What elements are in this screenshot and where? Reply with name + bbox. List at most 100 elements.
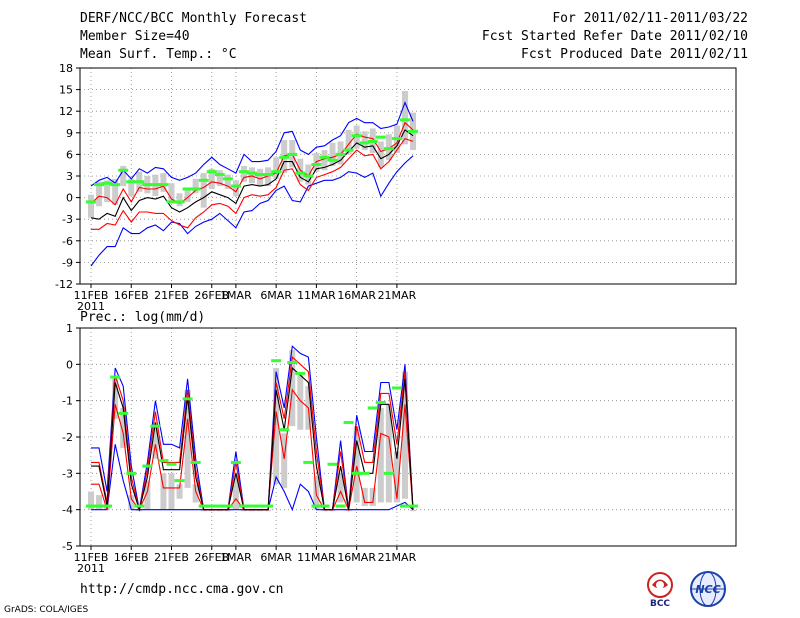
ncc-globe-icon: NCC bbox=[690, 571, 726, 607]
bcc-logo-text: BCC bbox=[650, 599, 670, 608]
precip-xtick-label: 6MAR bbox=[260, 551, 292, 564]
temp-ensemble-box bbox=[192, 178, 199, 194]
temp-year-label: 2011 bbox=[77, 300, 105, 313]
precip-plot-frame bbox=[79, 327, 737, 547]
precip-ensemble-box bbox=[410, 509, 416, 512]
temp-ensemble-box bbox=[200, 173, 207, 208]
precip-ensemble-box bbox=[273, 367, 280, 485]
temp-ensemble-box bbox=[377, 141, 384, 168]
precip-ytick-label: -2 bbox=[62, 431, 73, 444]
temp-ensemble-box bbox=[160, 173, 167, 192]
precip-ensemble-box bbox=[249, 509, 255, 512]
temp-ensemble-box bbox=[329, 142, 336, 166]
temp-ensemble-box bbox=[112, 178, 119, 205]
temp-xtick-label: 11MAR bbox=[297, 289, 336, 302]
precip-ytick-label: -1 bbox=[62, 395, 73, 408]
bcc-logo: BCC bbox=[640, 570, 680, 609]
temp-min-line bbox=[90, 101, 414, 187]
precip-ensemble-box bbox=[289, 349, 296, 427]
precip-ensemble-box bbox=[297, 375, 304, 430]
precip-ensemble-box bbox=[401, 371, 408, 499]
temp-ytick-label: 12 bbox=[59, 105, 73, 118]
temp-ensemble-box bbox=[249, 167, 255, 184]
temp-ensemble-box bbox=[321, 150, 328, 171]
precip-ensemble-box bbox=[385, 404, 392, 503]
temp-ytick-label: 18 bbox=[59, 62, 73, 75]
forecast-period: For 2011/02/11-2011/03/22 bbox=[552, 11, 748, 26]
temp-ytick-label: -6 bbox=[62, 235, 73, 248]
temp-ytick-label: 3 bbox=[66, 170, 73, 183]
precip-ensemble-box bbox=[168, 473, 175, 510]
temp-ensemble-box bbox=[232, 180, 239, 197]
temp-ensemble-box bbox=[265, 167, 272, 187]
precip-ensemble-box bbox=[329, 509, 336, 512]
temp-xtick-label: 26FEB bbox=[194, 289, 229, 302]
chart-title: DERF/NCC/BCC Monthly Forecast bbox=[80, 11, 307, 26]
precip-ensemble-box bbox=[88, 491, 94, 510]
precip-ensemble-box bbox=[257, 509, 264, 512]
temp-ensemble-box bbox=[120, 165, 127, 187]
precip-ensemble-box bbox=[353, 426, 360, 503]
temp-ensemble-box bbox=[168, 183, 175, 201]
precip-ensemble-box bbox=[96, 495, 103, 510]
source-url[interactable]: http://cmdp.ncc.cma.gov.cn bbox=[80, 582, 284, 597]
precip-xtick-label: 21MAR bbox=[378, 551, 417, 564]
precip-ensemble-box bbox=[216, 509, 223, 512]
temp-ensemble-box bbox=[361, 131, 368, 151]
precip-ensemble-box bbox=[200, 509, 207, 512]
temp-ensemble-box bbox=[184, 188, 191, 202]
member-size: Member Size=40 bbox=[80, 29, 190, 44]
precip-ytick-label: -3 bbox=[62, 467, 73, 480]
precip-xtick-label: 16FEB bbox=[114, 551, 149, 564]
precip-ensemble-box bbox=[232, 473, 239, 510]
precip-ensemble-box bbox=[144, 480, 151, 510]
precip-xtick-label: 16MAR bbox=[337, 551, 376, 564]
precip-ensemble-box bbox=[224, 509, 231, 512]
temp-xtick-label: 21MAR bbox=[378, 289, 417, 302]
temp-ytick-label: -3 bbox=[62, 213, 73, 226]
temp-ensemble-box bbox=[257, 168, 264, 187]
temp-ensemble-box bbox=[208, 168, 215, 189]
precip-ensemble-box bbox=[281, 433, 288, 488]
precip-ensemble-box bbox=[184, 389, 191, 488]
precip-ensemble-box bbox=[240, 509, 247, 512]
temp-xtick-label: 16MAR bbox=[337, 289, 376, 302]
precip-year-label: 2011 bbox=[77, 562, 105, 575]
precip-xtick-label: 21FEB bbox=[154, 551, 189, 564]
precip-ensemble-box bbox=[160, 473, 167, 510]
temp-ensemble-box bbox=[104, 180, 111, 202]
precip-panel-label: Prec.: log(mm/d) bbox=[80, 310, 206, 325]
precip-xtick-label: 1MAR bbox=[220, 551, 252, 564]
precip-ensemble-box bbox=[128, 495, 135, 510]
temp-xtick-label: 16FEB bbox=[114, 289, 149, 302]
temp-xtick-label: 1MAR bbox=[220, 289, 252, 302]
temp-ytick-label: 9 bbox=[66, 127, 73, 140]
temp-ensemble-box bbox=[345, 129, 352, 155]
precip-ensemble-box bbox=[321, 509, 328, 512]
precip-xtick-label: 11MAR bbox=[297, 551, 336, 564]
precip-ensemble-box bbox=[361, 487, 368, 507]
precip-ensemble-box bbox=[393, 451, 400, 503]
precip-ensemble-box bbox=[176, 484, 183, 499]
forecast-produced-date: Fcst Produced Date 2011/02/11 bbox=[521, 47, 748, 62]
precip-ytick-label: -4 bbox=[62, 504, 73, 517]
precip-mean-line bbox=[91, 366, 414, 512]
temp-ensemble-box bbox=[216, 170, 223, 187]
precip-upper-line bbox=[91, 355, 414, 511]
temp-ytick-label: -12 bbox=[55, 278, 73, 291]
precip-ensemble-box bbox=[152, 422, 159, 459]
temp-ytick-label: 0 bbox=[66, 192, 73, 205]
temp-xtick-label: 11FEB bbox=[74, 289, 109, 302]
forecast-started-date: Fcst Started Refer Date 2011/02/10 bbox=[481, 29, 748, 44]
precip-ensemble-box bbox=[377, 407, 384, 503]
temp-ensemble-box bbox=[96, 181, 103, 207]
temp-xtick-label: 6MAR bbox=[260, 289, 292, 302]
temp-mean-line bbox=[90, 129, 414, 220]
temp-ensemble-box bbox=[88, 194, 94, 218]
ncc-logo-text: NCC bbox=[695, 583, 720, 596]
temp-xtick-label: 21FEB bbox=[154, 289, 189, 302]
precip-ensemble-box bbox=[369, 487, 376, 507]
precip-ytick-label: -5 bbox=[62, 540, 73, 553]
